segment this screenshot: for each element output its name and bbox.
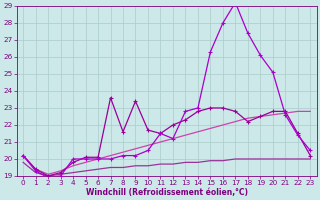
X-axis label: Windchill (Refroidissement éolien,°C): Windchill (Refroidissement éolien,°C)	[86, 188, 248, 197]
